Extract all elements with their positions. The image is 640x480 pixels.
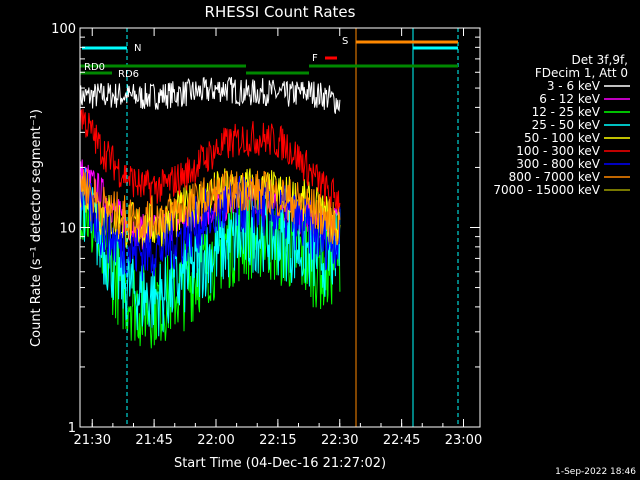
x-tick-label-4: 22:30 [321, 433, 358, 448]
footer-date: 1-Sep-2022 18:46 [555, 467, 636, 477]
series-line-5 [79, 108, 341, 213]
annotation-label-4: S [342, 36, 348, 47]
legend-label-5: 100 - 300 keV [516, 144, 600, 158]
legend-label-4: 50 - 100 keV [524, 131, 601, 145]
y-tick-label-1: 10 [59, 222, 76, 237]
x-tick-label-1: 21:45 [135, 433, 172, 448]
chart-marks: N RD0 RD6 F S [79, 28, 459, 427]
series-line-6 [79, 167, 341, 282]
x-tick-label-0: 21:30 [74, 433, 111, 448]
chart-title: RHESSI Count Rates [205, 3, 356, 21]
annotation-label-3: F [312, 53, 318, 64]
x-tick-label-6: 23:00 [445, 433, 482, 448]
legend-header-1: FDecim 1, Att 0 [535, 66, 628, 80]
x-tick-label-2: 22:00 [197, 433, 234, 448]
series-line-7 [79, 169, 341, 246]
annotation-label-2: RD6 [118, 69, 139, 80]
y-axis-label: Count Rate (s⁻¹ detector segment⁻¹) [29, 109, 44, 347]
x-axis-label: Start Time (04-Dec-16 21:27:02) [174, 456, 386, 471]
series-line-0 [79, 76, 341, 114]
y-axis: 1 10 100 [51, 22, 480, 436]
legend-header-0: Det 3f,9f, [572, 53, 629, 67]
x-tick-label-3: 22:15 [259, 433, 296, 448]
y-tick-label-0: 1 [68, 421, 76, 436]
annotation-label-1: RD0 [84, 62, 105, 73]
legend-label-0: 3 - 6 keV [547, 79, 601, 93]
x-axis: 21:30 21:45 22:00 22:15 22:30 22:45 23:00 [74, 28, 482, 448]
legend-label-2: 12 - 25 keV [532, 105, 601, 119]
legend-label-3: 25 - 50 keV [532, 118, 601, 132]
legend-label-6: 300 - 800 keV [516, 157, 600, 171]
annotation-label-0: N [134, 43, 141, 54]
legend-label-7: 800 - 7000 keV [509, 170, 601, 184]
legend-label-8: 7000 - 15000 keV [493, 183, 600, 197]
x-tick-label-5: 22:45 [383, 433, 420, 448]
series-line-3 [79, 168, 341, 337]
y-tick-label-2: 100 [51, 22, 76, 37]
legend-label-1: 6 - 12 keV [539, 92, 601, 106]
